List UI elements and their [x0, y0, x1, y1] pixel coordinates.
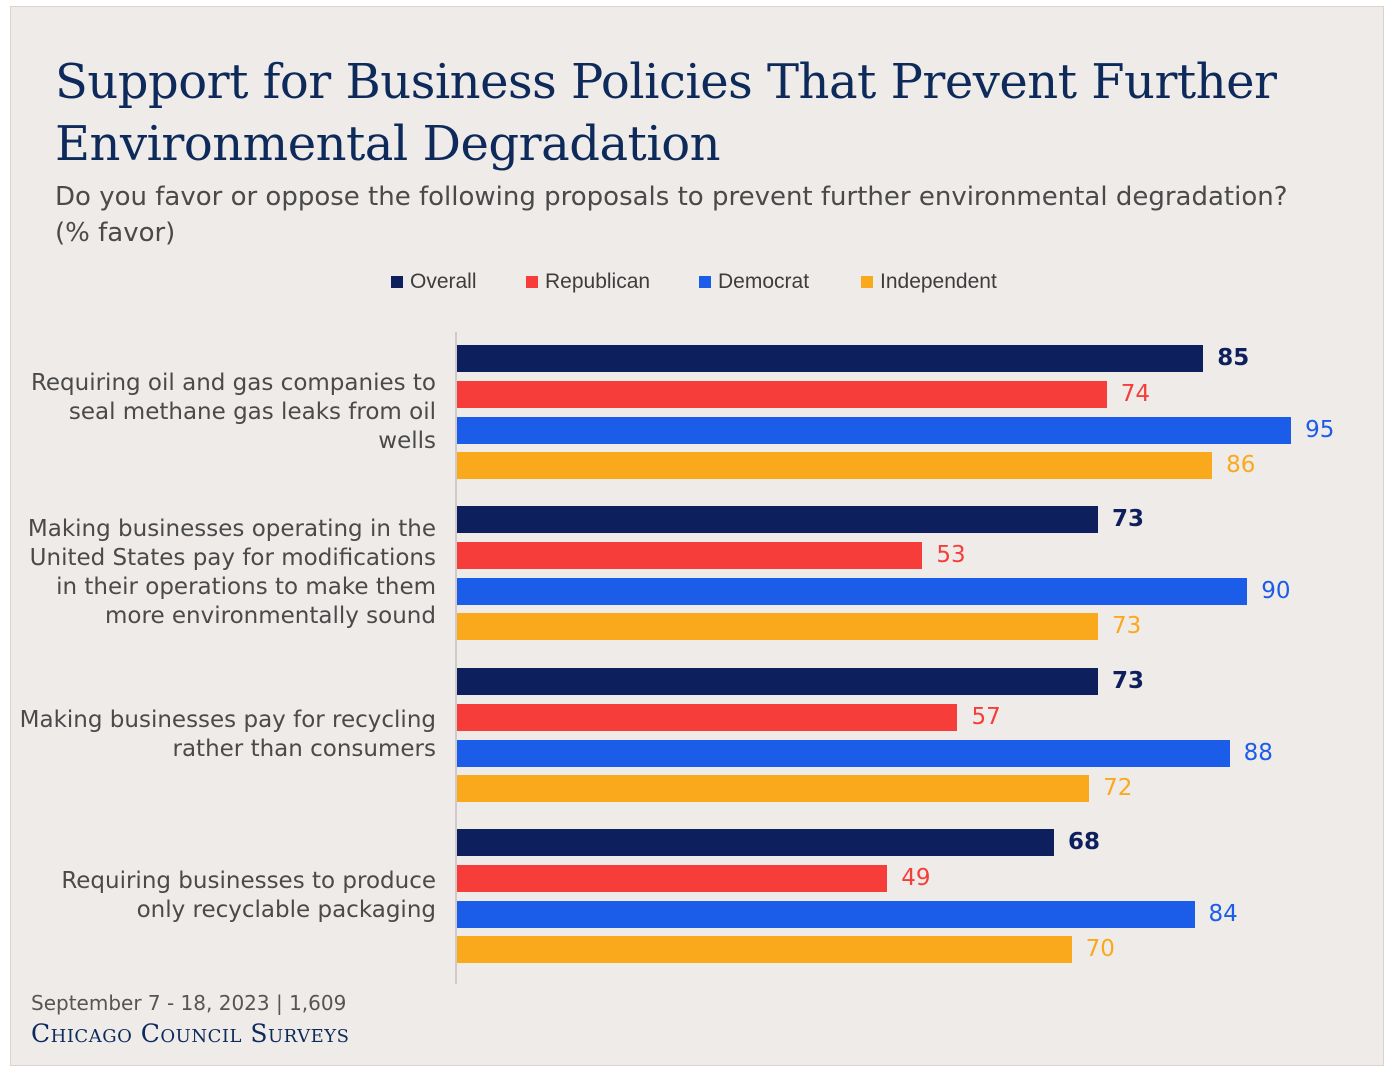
- bar-independent: [457, 775, 1090, 803]
- bar-republican: [457, 864, 888, 892]
- legend-label: Republican: [545, 270, 651, 293]
- bar-overall: [457, 668, 1098, 695]
- bar-overall: [457, 829, 1055, 856]
- bar-republican: [457, 380, 1107, 408]
- data-label-republican: 74: [1120, 380, 1150, 407]
- bar-democrat: [457, 739, 1230, 767]
- legend-label: Democrat: [718, 270, 810, 293]
- legend-label: Overall: [410, 270, 477, 293]
- chart-title: Support for Business Policies That Preve…: [55, 54, 1277, 172]
- bar-independent: [457, 936, 1072, 964]
- legend-item-independent: Independent: [861, 265, 997, 299]
- data-label-independent: 72: [1103, 775, 1133, 802]
- data-label-republican: 57: [971, 703, 1001, 730]
- data-label-democrat: 84: [1208, 900, 1238, 927]
- data-label-overall: 73: [1111, 506, 1144, 532]
- chart-subtitle: Do you favor or oppose the following pro…: [55, 182, 1288, 248]
- data-label-independent: 70: [1085, 936, 1115, 963]
- footer-date: September 7 - 18, 2023 | 1,609: [31, 991, 347, 1015]
- bar-republican: [457, 703, 958, 731]
- data-label-democrat: 88: [1243, 739, 1273, 766]
- bar-independent: [457, 613, 1098, 641]
- bar-democrat: [457, 416, 1292, 444]
- category-label: Requiring businesses to produce only rec…: [61, 868, 436, 924]
- legend-swatch: [699, 276, 711, 288]
- data-label-democrat: 90: [1261, 577, 1291, 604]
- footer-brand: Chicago Council Surveys: [31, 1019, 350, 1048]
- category-label: Making businesses operating in the Unite…: [27, 516, 436, 630]
- category-axis-line: [455, 332, 457, 984]
- legend-label: Independent: [880, 270, 997, 293]
- bar-democrat: [457, 900, 1195, 928]
- data-label-republican: 49: [901, 864, 931, 891]
- data-label-republican: 53: [936, 541, 966, 568]
- bar-republican: [457, 541, 923, 569]
- bar-overall: [457, 506, 1098, 533]
- data-label-democrat: 95: [1305, 416, 1335, 443]
- data-label-independent: 73: [1111, 613, 1142, 640]
- chart-frame: Support for Business Policies That Preve…: [10, 6, 1384, 1066]
- data-label-overall: 85: [1217, 345, 1250, 371]
- legend-swatch: [391, 276, 403, 288]
- data-label-overall: 73: [1111, 668, 1144, 694]
- legend-swatch: [526, 276, 538, 288]
- category-label: Requiring oil and gas companies to seal …: [30, 369, 436, 454]
- bar-overall: [457, 345, 1204, 372]
- bar-independent: [457, 452, 1213, 480]
- data-label-overall: 68: [1068, 829, 1101, 855]
- legend-item-overall: Overall: [391, 265, 477, 299]
- legend: Overall Republican Democrat Independent: [11, 265, 1385, 299]
- category-label: Making businesses pay for recycling rath…: [19, 707, 436, 763]
- legend-item-democrat: Democrat: [699, 265, 809, 299]
- legend-item-republican: Republican: [526, 265, 650, 299]
- bar-democrat: [457, 577, 1248, 605]
- legend-swatch: [861, 276, 873, 288]
- data-label-independent: 86: [1226, 452, 1256, 479]
